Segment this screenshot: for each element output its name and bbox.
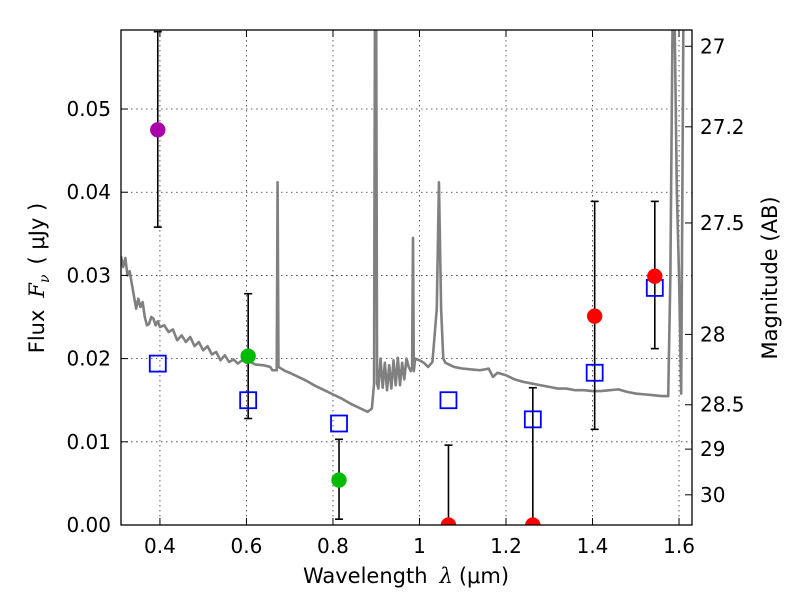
y-tick-label: 0.04 xyxy=(66,180,111,204)
magnitude-tick-label: 29 xyxy=(700,437,725,461)
observed-point xyxy=(331,472,347,488)
x-tick-label: 1.6 xyxy=(663,534,695,558)
x-tick-label: 1 xyxy=(413,534,426,558)
y-axis-label-unit: ( μJy ) xyxy=(25,203,49,265)
x-tick-label: 0.8 xyxy=(317,534,349,558)
x-axis-label-symbol: λ xyxy=(439,564,453,588)
observed-point xyxy=(525,517,541,525)
model-photometry-square xyxy=(585,363,604,382)
model-spectrum-line xyxy=(121,30,685,414)
observed-point xyxy=(440,517,457,525)
magnitude-tick-label: 27 xyxy=(700,34,725,58)
observed-point xyxy=(647,268,663,285)
y-tick-label: 0.03 xyxy=(66,263,111,287)
plot-frame xyxy=(120,29,693,526)
model-spectrum-layer xyxy=(121,30,685,414)
magnitude-tick-label: 27.2 xyxy=(700,115,745,139)
magnitude-axis-label: Magnitude (AB) xyxy=(758,196,782,359)
y-axis-label: Flux Fν ( μJy ) xyxy=(25,203,53,353)
y-tick-label: 0.05 xyxy=(66,97,111,121)
observed-point xyxy=(586,308,603,324)
magnitude-tick-label: 28.5 xyxy=(700,393,745,417)
observed-point xyxy=(240,348,256,364)
x-axis-label: Wavelength λ (μm) xyxy=(303,564,509,588)
magnitude-tick-label: 30 xyxy=(700,483,725,507)
magnitude-tick-label: 28 xyxy=(700,322,725,346)
model-photometry-square xyxy=(330,414,348,433)
model-photometry-square xyxy=(239,391,258,410)
y-axis-label-text: Flux xyxy=(25,310,49,354)
y-axis-label-subscript: ν xyxy=(37,274,53,283)
magnitude-tick-label: 27.5 xyxy=(700,211,745,235)
x-tick-label: 0.6 xyxy=(231,534,263,558)
y-tick-label: 0.02 xyxy=(66,347,111,371)
y-tick-label: 0.00 xyxy=(66,513,111,537)
y-tick-label: 0.01 xyxy=(66,430,111,454)
model-photometry-square xyxy=(439,391,458,410)
x-tick-label: 1.4 xyxy=(577,534,609,558)
model-photometry-square xyxy=(148,354,167,373)
observed-points-layer xyxy=(150,122,663,525)
x-tick-label: 0.4 xyxy=(144,534,176,558)
y-axis-label-symbol: F xyxy=(25,282,49,299)
y-axis-ticks: 0.00 0.01 0.02 0.03 0.04 0.05 xyxy=(66,97,128,537)
x-axis-ticks: 0.4 0.6 0.8 1 1.2 1.4 1.6 xyxy=(144,30,695,558)
x-axis-label-text: Wavelength xyxy=(303,564,428,588)
observed-point xyxy=(150,122,166,138)
x-tick-label: 1.2 xyxy=(490,534,522,558)
model-photometry-square xyxy=(523,410,542,429)
magnitude-axis-ticks: 27 27.2 27.5 28 28.5 29 30 xyxy=(685,34,745,507)
x-axis-label-unit: (μm) xyxy=(459,564,509,588)
